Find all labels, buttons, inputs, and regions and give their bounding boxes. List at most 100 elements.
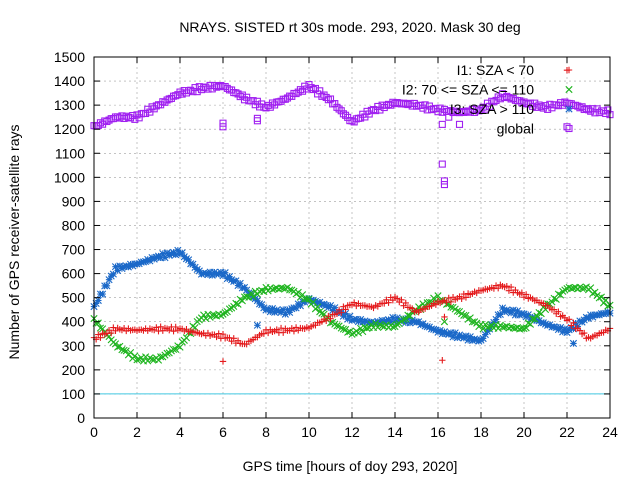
data-point xyxy=(565,316,573,323)
data-point xyxy=(589,105,597,113)
data-point xyxy=(367,318,375,326)
data-point xyxy=(279,306,287,314)
legend-marker xyxy=(565,105,573,113)
data-point xyxy=(288,305,296,313)
data-point xyxy=(111,263,120,271)
data-point xyxy=(126,348,135,357)
x-tick-label: 10 xyxy=(301,424,317,440)
y-axis-label: Number of GPS receiver-satellite rays xyxy=(6,125,22,360)
data-point xyxy=(604,308,612,316)
x-tick-label: 20 xyxy=(516,424,532,440)
data-point xyxy=(432,301,440,308)
y-tick-label: 900 xyxy=(62,193,86,209)
data-point xyxy=(266,103,274,111)
x-axis-label: GPS time [hours of doy 293, 2020] xyxy=(243,458,458,474)
x-tick-label: 16 xyxy=(430,424,446,440)
data-point xyxy=(281,284,289,293)
data-point xyxy=(580,284,588,292)
data-point xyxy=(142,353,150,361)
data-point xyxy=(111,340,120,348)
y-tick-label: 600 xyxy=(62,266,86,282)
data-point xyxy=(314,299,322,307)
y-tick-label: 1500 xyxy=(54,49,85,65)
data-point xyxy=(447,303,455,311)
outlier-point xyxy=(219,358,227,365)
data-point xyxy=(103,282,111,290)
x-tick-label: 4 xyxy=(176,424,184,440)
data-point xyxy=(576,283,584,291)
data-point xyxy=(286,308,294,317)
data-point xyxy=(339,325,347,333)
data-point xyxy=(348,330,356,338)
data-point xyxy=(172,345,180,353)
data-point xyxy=(279,284,287,292)
data-point xyxy=(185,256,193,264)
legend-sample xyxy=(565,85,573,94)
data-point xyxy=(479,325,487,333)
legend-label: I2: 70 <= SZA <= 110 xyxy=(402,82,534,98)
data-point xyxy=(249,293,257,301)
data-point xyxy=(152,253,160,261)
data-point xyxy=(595,109,603,117)
data-point xyxy=(462,332,470,340)
data-point xyxy=(324,96,332,104)
data-point xyxy=(298,87,307,95)
data-point xyxy=(176,250,184,258)
data-point xyxy=(381,300,388,307)
data-point xyxy=(541,320,550,328)
data-point xyxy=(443,330,451,338)
data-point xyxy=(462,294,470,301)
x-tick-label: 22 xyxy=(559,424,575,440)
data-point xyxy=(213,333,220,341)
data-point xyxy=(280,329,287,336)
data-point xyxy=(264,305,272,313)
data-point xyxy=(258,286,266,294)
data-point xyxy=(210,311,218,319)
data-point xyxy=(385,299,392,306)
data-point xyxy=(486,322,494,330)
data-point xyxy=(266,308,274,316)
data-point xyxy=(114,343,122,351)
data-point xyxy=(275,307,283,315)
data-point xyxy=(464,336,472,344)
data-point xyxy=(344,328,352,336)
data-point xyxy=(559,328,567,336)
data-point xyxy=(518,289,526,296)
data-point xyxy=(539,319,547,327)
data-point xyxy=(555,308,562,315)
legend-marker xyxy=(565,124,573,133)
data-point xyxy=(137,354,145,362)
data-point xyxy=(402,318,410,327)
data-point xyxy=(139,109,147,118)
data-point xyxy=(344,315,352,323)
data-point xyxy=(522,291,530,298)
data-point xyxy=(292,304,300,312)
data-point xyxy=(393,295,401,302)
data-point xyxy=(236,279,244,287)
data-point xyxy=(303,295,311,303)
data-point xyxy=(327,315,334,322)
data-point xyxy=(520,324,528,333)
data-point xyxy=(318,301,326,309)
data-point xyxy=(131,352,139,360)
data-point xyxy=(533,312,541,320)
data-point xyxy=(511,311,519,319)
data-point xyxy=(387,318,395,326)
data-point xyxy=(243,292,251,301)
data-point xyxy=(120,263,128,271)
data-point xyxy=(415,318,423,326)
data-point xyxy=(498,304,507,312)
data-point xyxy=(232,277,240,285)
data-point xyxy=(219,330,227,338)
legend-label: I3: SZA > 110 xyxy=(450,101,534,117)
data-point xyxy=(494,324,502,332)
legend-sample xyxy=(565,124,573,133)
data-point xyxy=(135,114,143,122)
data-point xyxy=(122,262,130,270)
data-point xyxy=(501,323,509,331)
data-point xyxy=(176,343,184,351)
data-point xyxy=(157,254,165,262)
data-point xyxy=(402,315,410,323)
data-point xyxy=(593,105,601,113)
data-point xyxy=(550,323,558,331)
